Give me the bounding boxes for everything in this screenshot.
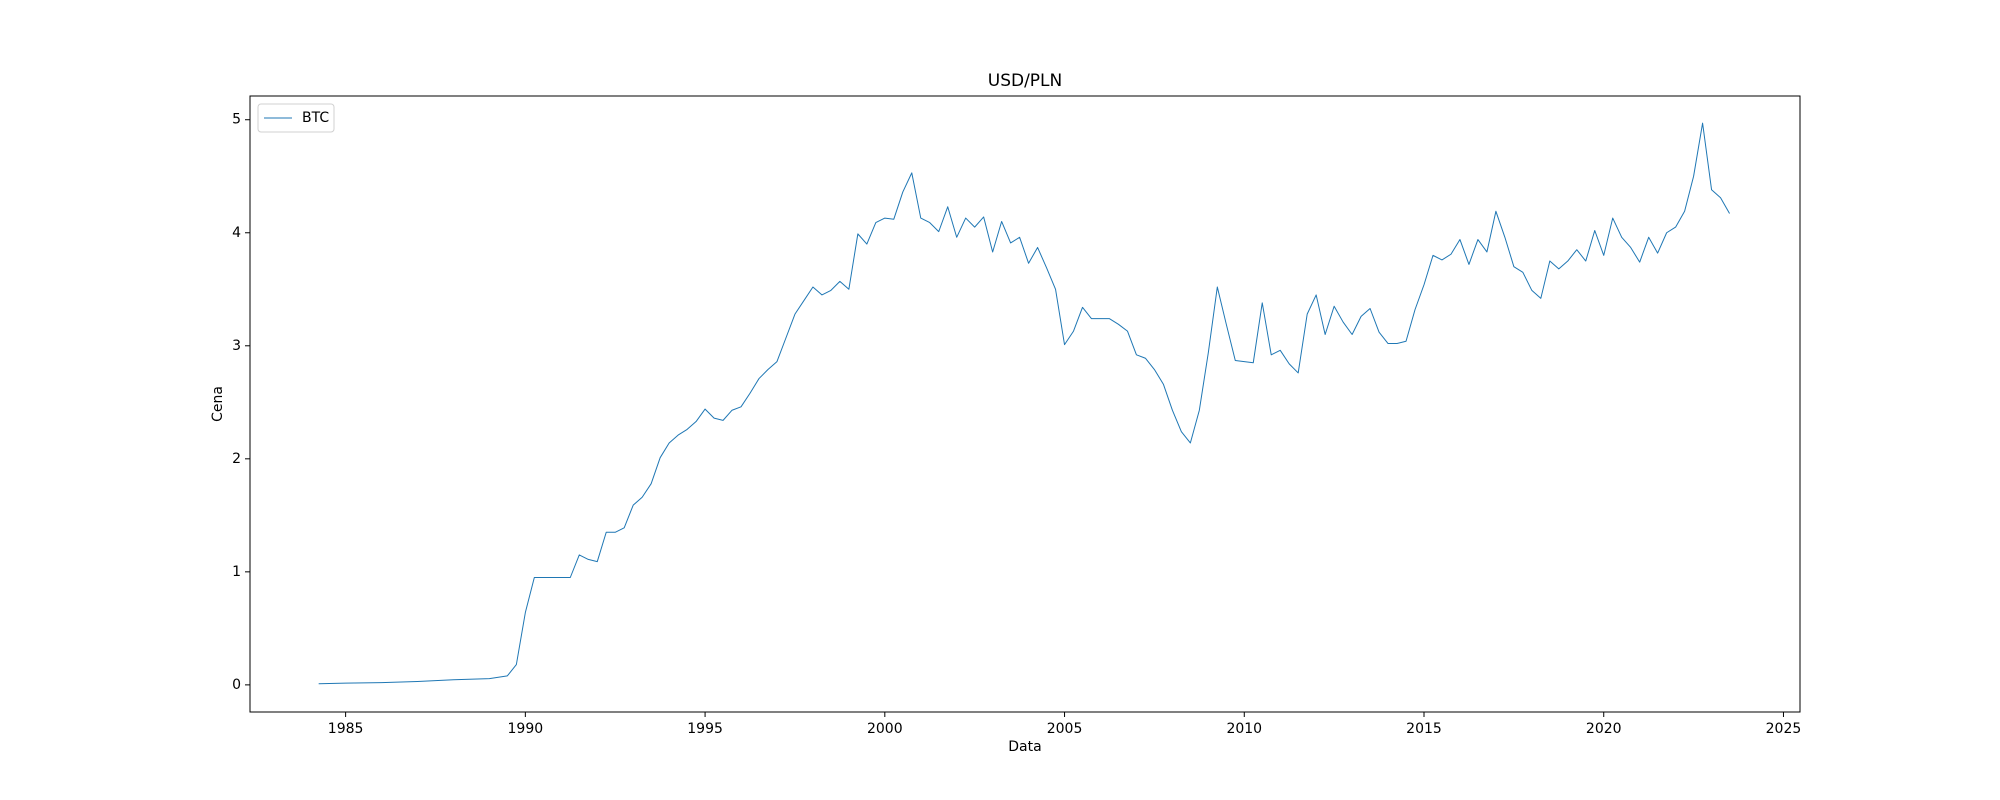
x-tick-label: 1985 <box>328 721 364 737</box>
legend-label: BTC <box>302 110 329 126</box>
axes-frame <box>249 95 1801 713</box>
y-tick-label: 1 <box>232 564 241 580</box>
x-tick-label: 2020 <box>1586 721 1622 737</box>
chart-title: USD/PLN <box>988 71 1063 91</box>
y-tick-label: 3 <box>232 338 241 354</box>
legend-box <box>257 103 335 133</box>
y-tick-label: 0 <box>232 677 241 693</box>
x-tick-label: 1990 <box>508 721 544 737</box>
x-tick-label: 2025 <box>1766 721 1802 737</box>
x-tick-label: 2000 <box>867 721 903 737</box>
data-line <box>318 122 1730 685</box>
x-tick-label: 2010 <box>1226 721 1262 737</box>
y-tick-label: 2 <box>232 451 241 467</box>
x-tick-label: 2005 <box>1047 721 1083 737</box>
x-tick-label: 1995 <box>687 721 723 737</box>
x-tick-label: 2015 <box>1406 721 1442 737</box>
y-tick-label: 5 <box>232 112 241 128</box>
x-axis-label: Data <box>1008 739 1041 755</box>
y-tick-label: 4 <box>232 225 241 241</box>
y-axis-label: Cena <box>210 386 226 422</box>
